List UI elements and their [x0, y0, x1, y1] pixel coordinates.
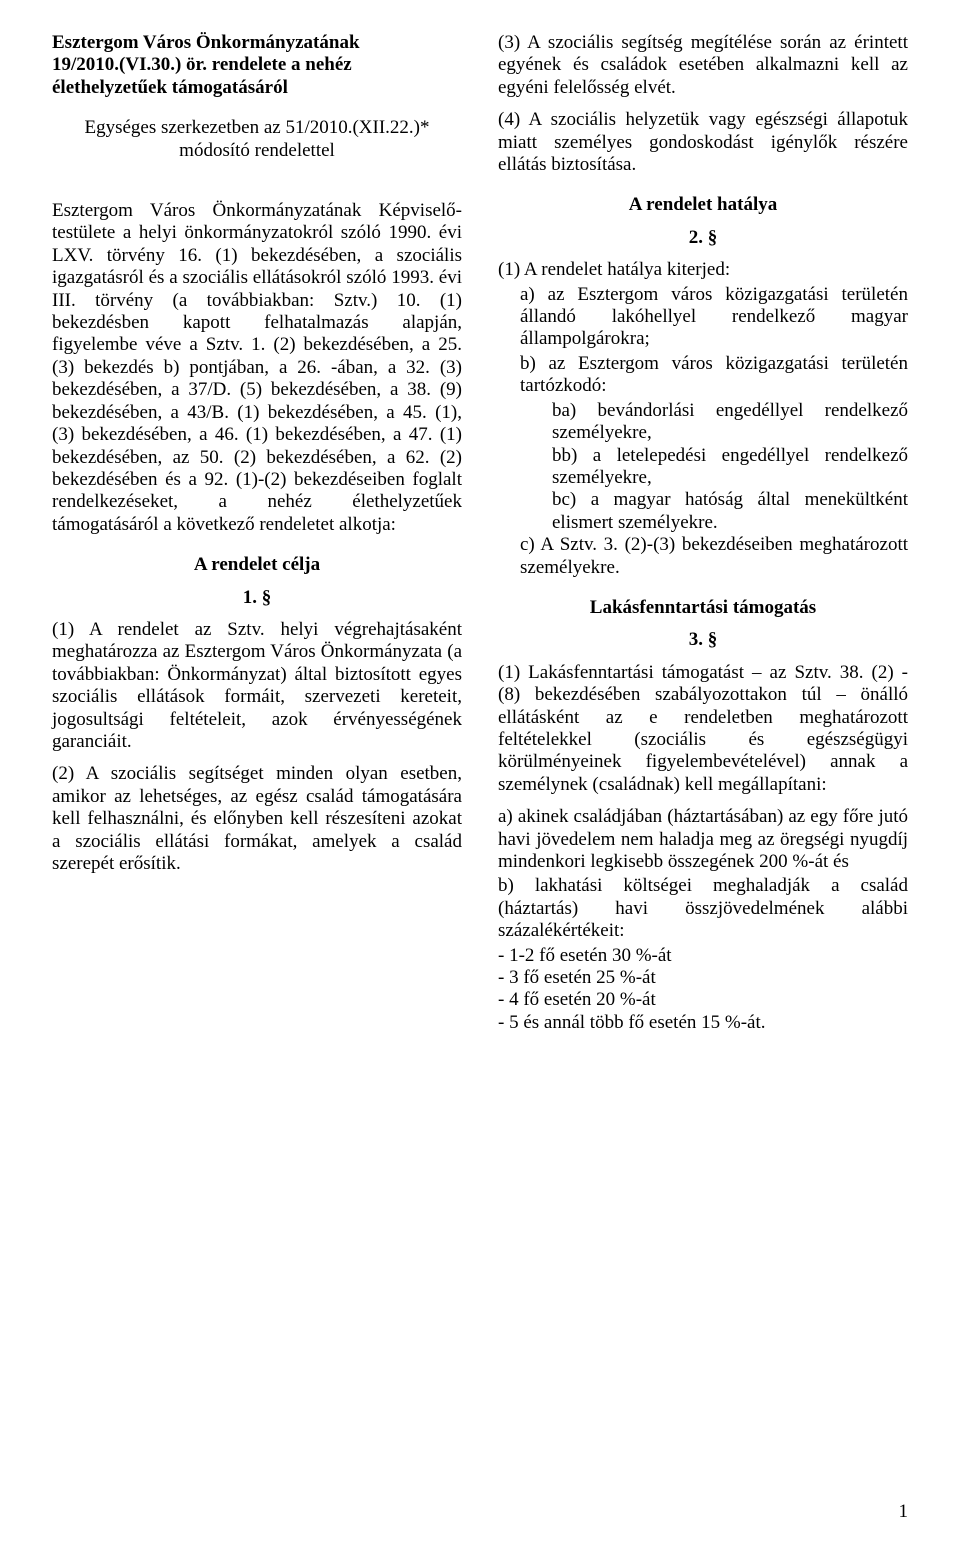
section-2-intro: (1) A rendelet hatálya kiterjed:: [498, 259, 908, 281]
section-2-item-c: c) A Sztv. 3. (2)-(3) bekezdéseiben megh…: [520, 534, 908, 579]
section-3-number: 3. §: [498, 629, 908, 651]
section-2-item-ba: ba) bevándorlási engedéllyel rendelkező …: [520, 400, 908, 445]
page: Esztergom Város Önkormányzatának 19/2010…: [0, 0, 960, 1541]
section-2-number: 2. §: [498, 227, 908, 249]
section-1-number: 1. §: [52, 587, 462, 609]
section-1-para-4: (4) A szociális helyzetük vagy egészségi…: [498, 109, 908, 176]
preamble-paragraph: Esztergom Város Önkormányzatának Képvise…: [52, 200, 462, 536]
section-3-b-4: - 5 és annál több fő esetén 15 %-át.: [498, 1012, 908, 1034]
title-line-1: Esztergom Város Önkormányzatának: [52, 32, 462, 54]
subtitle-line-2: módosító rendelettel: [52, 140, 462, 162]
section-2-item-b: b) az Esztergom város közigazgatási terü…: [520, 353, 908, 398]
section-2-item-bb: bb) a letelepedési engedéllyel rendelkez…: [520, 445, 908, 490]
title-line-2: 19/2010.(VI.30.) ör. rendelete a nehéz: [52, 54, 462, 76]
left-column: Esztergom Város Önkormányzatának 19/2010…: [52, 32, 462, 1034]
two-column-layout: Esztergom Város Önkormányzatának 19/2010…: [52, 32, 908, 1034]
heading-scope: A rendelet hatálya: [498, 194, 908, 216]
subtitle: Egységes szerkezetben az 51/2010.(XII.22…: [52, 117, 462, 162]
subtitle-line-1: Egységes szerkezetben az 51/2010.(XII.22…: [52, 117, 462, 139]
heading-housing: Lakásfenntartási támogatás: [498, 597, 908, 619]
section-1-para-2: (2) A szociális segítséget minden olyan …: [52, 763, 462, 875]
section-3-item-b: b) lakhatási költségei meghaladják a csa…: [498, 875, 908, 942]
section-3-para-1: (1) Lakásfenntartási támogatást – az Szt…: [498, 662, 908, 796]
section-3-b-3: - 4 fő esetén 20 %-át: [498, 989, 908, 1011]
section-3-b-2: - 3 fő esetén 25 %-át: [498, 967, 908, 989]
title-line-3: élethelyzetűek támogatásáról: [52, 77, 462, 99]
heading-purpose: A rendelet célja: [52, 554, 462, 576]
section-1-para-1: (1) A rendelet az Sztv. helyi végrehajtá…: [52, 619, 462, 753]
section-3-b-list: - 1-2 fő esetén 30 %-át - 3 fő esetén 25…: [498, 945, 908, 1035]
section-3-item-a: a) akinek családjában (háztartásában) az…: [498, 806, 908, 873]
section-2-item-a: a) az Esztergom város közigazgatási terü…: [520, 284, 908, 351]
section-3-b-1: - 1-2 fő esetén 30 %-át: [498, 945, 908, 967]
page-number: 1: [899, 1501, 909, 1523]
document-title: Esztergom Város Önkormányzatának 19/2010…: [52, 32, 462, 99]
right-column: (3) A szociális segítség megítélése sorá…: [498, 32, 908, 1034]
section-1-para-3: (3) A szociális segítség megítélése sorá…: [498, 32, 908, 99]
section-2-list: a) az Esztergom város közigazgatási terü…: [498, 284, 908, 579]
section-2-item-bc: bc) a magyar hatóság által menekültként …: [520, 489, 908, 534]
